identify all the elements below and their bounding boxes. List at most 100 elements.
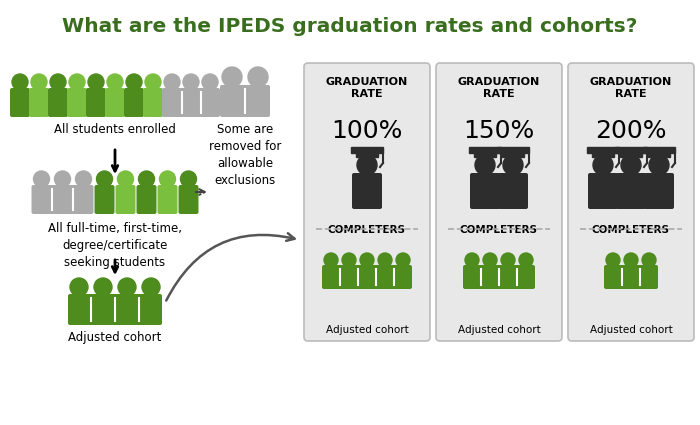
- FancyBboxPatch shape: [604, 265, 658, 289]
- Bar: [356, 152, 378, 157]
- FancyBboxPatch shape: [67, 88, 87, 117]
- Text: Adjusted cohort: Adjusted cohort: [589, 325, 673, 335]
- Bar: [469, 147, 501, 153]
- Circle shape: [475, 155, 495, 175]
- Circle shape: [94, 278, 112, 296]
- Circle shape: [501, 253, 515, 267]
- Circle shape: [624, 253, 638, 267]
- Text: Some are
removed for
allowable
exclusions: Some are removed for allowable exclusion…: [209, 123, 281, 187]
- Circle shape: [126, 74, 142, 90]
- Text: Adjusted cohort: Adjusted cohort: [69, 331, 162, 344]
- Circle shape: [55, 171, 71, 187]
- Circle shape: [97, 171, 113, 187]
- Bar: [620, 152, 642, 157]
- FancyBboxPatch shape: [588, 173, 618, 209]
- Circle shape: [324, 253, 338, 267]
- Circle shape: [248, 67, 268, 87]
- Circle shape: [222, 67, 242, 87]
- Text: GRADUATION
RATE: GRADUATION RATE: [458, 77, 540, 99]
- FancyBboxPatch shape: [143, 88, 163, 117]
- FancyBboxPatch shape: [322, 265, 412, 289]
- Circle shape: [69, 74, 85, 90]
- Circle shape: [118, 278, 136, 296]
- FancyBboxPatch shape: [498, 173, 528, 209]
- Circle shape: [606, 253, 620, 267]
- Text: COMPLETERS: COMPLETERS: [328, 225, 406, 235]
- FancyBboxPatch shape: [68, 294, 162, 325]
- Circle shape: [593, 155, 613, 175]
- Circle shape: [31, 74, 47, 90]
- FancyBboxPatch shape: [162, 88, 220, 117]
- Bar: [615, 147, 647, 153]
- Circle shape: [378, 253, 392, 267]
- Circle shape: [88, 74, 104, 90]
- Circle shape: [34, 171, 50, 187]
- Circle shape: [183, 74, 199, 90]
- FancyBboxPatch shape: [29, 88, 49, 117]
- Circle shape: [76, 171, 92, 187]
- Circle shape: [396, 253, 410, 267]
- Text: All students enrolled: All students enrolled: [54, 123, 176, 136]
- Circle shape: [649, 155, 669, 175]
- Circle shape: [181, 171, 197, 187]
- FancyBboxPatch shape: [470, 173, 500, 209]
- Circle shape: [164, 74, 180, 90]
- Circle shape: [12, 74, 28, 90]
- FancyBboxPatch shape: [136, 185, 157, 214]
- Circle shape: [160, 171, 176, 187]
- FancyBboxPatch shape: [94, 185, 115, 214]
- Circle shape: [118, 171, 134, 187]
- FancyBboxPatch shape: [463, 265, 535, 289]
- FancyBboxPatch shape: [616, 173, 646, 209]
- FancyBboxPatch shape: [158, 185, 178, 214]
- Circle shape: [142, 278, 160, 296]
- Circle shape: [621, 155, 641, 175]
- FancyBboxPatch shape: [568, 63, 694, 341]
- Circle shape: [107, 74, 123, 90]
- FancyBboxPatch shape: [178, 185, 199, 214]
- Text: COMPLETERS: COMPLETERS: [460, 225, 538, 235]
- FancyBboxPatch shape: [304, 63, 430, 341]
- Bar: [474, 152, 496, 157]
- FancyBboxPatch shape: [32, 185, 94, 214]
- Bar: [643, 147, 675, 153]
- Circle shape: [145, 74, 161, 90]
- Circle shape: [202, 74, 218, 90]
- FancyBboxPatch shape: [352, 173, 382, 209]
- Circle shape: [139, 171, 155, 187]
- Text: GRADUATION
RATE: GRADUATION RATE: [326, 77, 408, 99]
- Bar: [587, 147, 619, 153]
- Text: What are the IPEDS graduation rates and cohorts?: What are the IPEDS graduation rates and …: [62, 17, 638, 36]
- FancyBboxPatch shape: [48, 88, 68, 117]
- Circle shape: [483, 253, 497, 267]
- FancyBboxPatch shape: [86, 88, 106, 117]
- Circle shape: [360, 253, 374, 267]
- Circle shape: [503, 155, 523, 175]
- Circle shape: [342, 253, 356, 267]
- FancyBboxPatch shape: [10, 88, 30, 117]
- Circle shape: [357, 155, 377, 175]
- Bar: [648, 152, 670, 157]
- Circle shape: [70, 278, 88, 296]
- Circle shape: [465, 253, 479, 267]
- Text: All full-time, first-time,
degree/certificate
seeking students: All full-time, first-time, degree/certif…: [48, 222, 182, 269]
- Bar: [592, 152, 614, 157]
- FancyBboxPatch shape: [436, 63, 562, 341]
- FancyBboxPatch shape: [116, 185, 136, 214]
- Text: Adjusted cohort: Adjusted cohort: [326, 325, 408, 335]
- Bar: [502, 152, 524, 157]
- FancyArrowPatch shape: [166, 233, 295, 300]
- Text: 150%: 150%: [463, 119, 535, 143]
- Text: 100%: 100%: [331, 119, 402, 143]
- Text: 200%: 200%: [595, 119, 666, 143]
- Circle shape: [642, 253, 656, 267]
- FancyBboxPatch shape: [105, 88, 125, 117]
- Text: GRADUATION
RATE: GRADUATION RATE: [590, 77, 672, 99]
- FancyBboxPatch shape: [220, 85, 270, 117]
- FancyBboxPatch shape: [644, 173, 674, 209]
- FancyBboxPatch shape: [124, 88, 144, 117]
- Text: Adjusted cohort: Adjusted cohort: [458, 325, 540, 335]
- Circle shape: [50, 74, 66, 90]
- Text: COMPLETERS: COMPLETERS: [592, 225, 670, 235]
- Bar: [497, 147, 529, 153]
